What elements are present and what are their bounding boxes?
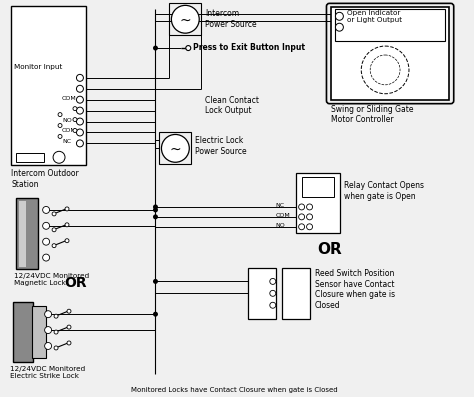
- Text: Relay Contact Opens
when gate is Open: Relay Contact Opens when gate is Open: [345, 181, 424, 200]
- Text: COM: COM: [62, 129, 77, 133]
- Circle shape: [76, 118, 83, 125]
- Circle shape: [45, 327, 52, 333]
- Text: 12/24VDC Monitored
Electric Strike Lock: 12/24VDC Monitored Electric Strike Lock: [10, 366, 86, 379]
- Bar: [169, 4, 201, 35]
- Circle shape: [162, 135, 189, 162]
- Text: Intercom Outdoor
Station: Intercom Outdoor Station: [11, 169, 79, 189]
- Circle shape: [153, 208, 158, 212]
- Circle shape: [54, 314, 58, 318]
- Circle shape: [307, 224, 312, 230]
- Circle shape: [307, 214, 312, 220]
- Circle shape: [54, 346, 58, 350]
- Bar: [19, 201, 26, 266]
- Bar: [159, 133, 191, 164]
- Circle shape: [299, 224, 305, 230]
- Bar: [336, 10, 445, 41]
- Text: ~: ~: [170, 143, 181, 156]
- Text: Swing or Sliding Gate
Motor Controller: Swing or Sliding Gate Motor Controller: [331, 105, 414, 124]
- Text: NC: NC: [62, 139, 71, 145]
- Circle shape: [76, 129, 83, 136]
- Text: Press to Exit Button Input: Press to Exit Button Input: [193, 43, 305, 52]
- Bar: [248, 268, 276, 319]
- Bar: [11, 6, 86, 165]
- Circle shape: [153, 214, 158, 220]
- Text: Clean Contact
Lock Output: Clean Contact Lock Output: [205, 96, 259, 115]
- Circle shape: [76, 85, 83, 92]
- Text: NC: NC: [276, 203, 285, 208]
- Bar: [13, 302, 33, 362]
- Circle shape: [270, 302, 276, 308]
- Circle shape: [65, 207, 69, 211]
- Circle shape: [76, 74, 83, 81]
- Text: OR: OR: [64, 276, 87, 291]
- Text: NO: NO: [62, 118, 72, 123]
- Circle shape: [45, 343, 52, 349]
- Text: COM: COM: [62, 96, 77, 101]
- Circle shape: [73, 107, 77, 111]
- Circle shape: [65, 223, 69, 227]
- Circle shape: [67, 309, 71, 313]
- Text: COM: COM: [276, 213, 291, 218]
- Circle shape: [52, 212, 56, 216]
- Circle shape: [153, 312, 158, 317]
- Circle shape: [58, 135, 62, 139]
- Circle shape: [43, 222, 50, 229]
- Circle shape: [186, 46, 191, 50]
- Circle shape: [153, 46, 158, 50]
- Circle shape: [52, 228, 56, 232]
- Circle shape: [73, 118, 77, 121]
- Circle shape: [307, 204, 312, 210]
- Bar: [301, 177, 335, 197]
- Circle shape: [299, 204, 305, 210]
- Bar: [331, 8, 449, 100]
- Circle shape: [67, 325, 71, 329]
- Circle shape: [52, 244, 56, 248]
- Text: Electric Lock
Power Source: Electric Lock Power Source: [195, 137, 247, 156]
- Text: Open Indicator
or Light Output: Open Indicator or Light Output: [347, 10, 402, 23]
- Circle shape: [54, 330, 58, 334]
- Text: Intercom
Power Source: Intercom Power Source: [205, 10, 257, 29]
- Circle shape: [67, 341, 71, 345]
- Circle shape: [76, 140, 83, 147]
- Text: 12/24VDC Monitored
Magnetic Lock: 12/24VDC Monitored Magnetic Lock: [14, 274, 90, 287]
- Bar: [32, 306, 46, 358]
- Text: Reed Switch Position
Sensor have Contact
Closure when gate is
Closed: Reed Switch Position Sensor have Contact…: [315, 270, 395, 310]
- Circle shape: [336, 23, 343, 31]
- Circle shape: [270, 290, 276, 296]
- Bar: [16, 198, 38, 270]
- Text: OR: OR: [317, 242, 342, 257]
- Circle shape: [73, 129, 77, 133]
- Circle shape: [336, 12, 343, 20]
- Circle shape: [299, 214, 305, 220]
- Text: Monitor Input: Monitor Input: [14, 64, 63, 70]
- Circle shape: [76, 96, 83, 103]
- Text: ~: ~: [180, 13, 191, 27]
- Circle shape: [43, 238, 50, 245]
- Circle shape: [65, 239, 69, 243]
- Circle shape: [153, 204, 158, 210]
- Circle shape: [53, 151, 65, 163]
- Circle shape: [45, 311, 52, 318]
- Circle shape: [58, 113, 62, 117]
- Text: Monitored Locks have Contact Closure when gate is Closed: Monitored Locks have Contact Closure whe…: [131, 387, 337, 393]
- Text: NO: NO: [276, 223, 285, 228]
- Circle shape: [43, 206, 50, 214]
- Bar: [296, 173, 340, 233]
- Circle shape: [76, 107, 83, 114]
- Circle shape: [58, 123, 62, 127]
- Circle shape: [153, 279, 158, 284]
- Circle shape: [270, 278, 276, 284]
- Bar: [16, 153, 44, 162]
- Circle shape: [172, 6, 199, 33]
- Circle shape: [43, 254, 50, 261]
- Bar: [282, 268, 310, 319]
